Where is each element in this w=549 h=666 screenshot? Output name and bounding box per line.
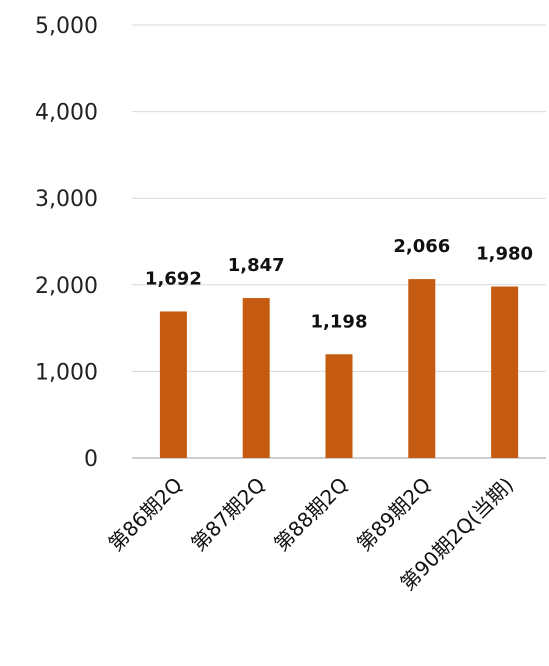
bar	[491, 286, 519, 458]
data-label: 1,198	[311, 311, 368, 332]
x-tick-label: 第89期2Q	[352, 473, 435, 556]
data-label: 1,980	[476, 244, 533, 265]
y-tick-label: 5,000	[35, 14, 98, 39]
y-tick-label: 3,000	[35, 187, 98, 212]
bars	[159, 279, 519, 458]
y-tick-label: 2,000	[35, 274, 98, 299]
bar	[325, 354, 353, 458]
bar	[159, 311, 187, 458]
gridlines	[132, 24, 546, 459]
data-label: 1,692	[145, 268, 202, 289]
bar	[408, 279, 436, 458]
y-tick-label: 0	[84, 447, 98, 472]
data-labels: 1,692 1,847 1,198 2,066 1,980	[145, 236, 533, 332]
data-label: 1,847	[228, 255, 285, 276]
y-tick-label: 1,000	[35, 360, 98, 385]
x-tick-label: 第88期2Q	[269, 473, 352, 556]
x-tick-label: 第86期2Q	[104, 473, 187, 556]
x-tick-label: 第87期2Q	[186, 473, 269, 556]
data-label: 2,066	[393, 236, 450, 257]
y-axis-ticks: 0 1,000 2,000 3,000 4,000 5,000	[35, 14, 98, 472]
bar	[242, 298, 270, 458]
y-tick-label: 4,000	[35, 101, 98, 126]
